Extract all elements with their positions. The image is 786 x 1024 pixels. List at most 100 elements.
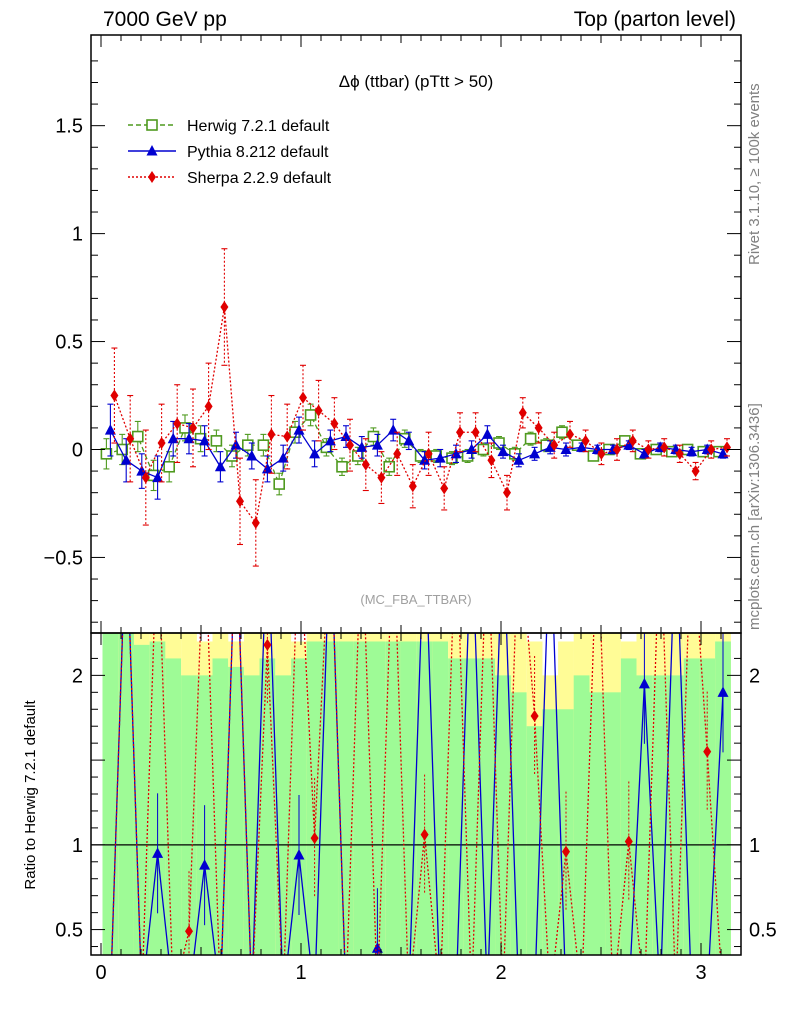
data-point — [346, 439, 354, 452]
data-point — [236, 495, 244, 508]
x-tick-label: 1 — [295, 962, 306, 984]
data-point — [132, 430, 144, 443]
ratio-y-tick-label: 0.5 — [55, 920, 83, 942]
data-point — [691, 465, 700, 478]
ratio-y-tick-label-right: 2 — [749, 665, 760, 687]
data-point — [497, 445, 509, 457]
ratio-point — [293, 849, 305, 860]
data-point — [167, 432, 179, 444]
band-inner — [636, 675, 653, 955]
data-point — [550, 439, 559, 452]
ratio-series-line — [111, 633, 724, 955]
data-point — [581, 434, 590, 447]
y-tick-label: 0.5 — [55, 332, 83, 354]
data-point — [293, 424, 305, 435]
band-inner — [165, 658, 182, 955]
legend-entry: Sherpa 2.2.9 default — [187, 170, 332, 187]
ratio-series-group — [111, 633, 729, 955]
x-tick-label: 2 — [495, 962, 506, 984]
band-inner — [353, 641, 370, 955]
band-inner — [542, 709, 559, 955]
legend-marker — [146, 145, 158, 156]
y-tick-label: 1 — [72, 224, 83, 246]
data-point — [110, 389, 119, 402]
header-process-label: 7000 GeV pp — [103, 8, 227, 31]
ratio-point — [263, 638, 272, 651]
data-point — [367, 430, 380, 443]
data-point — [481, 428, 493, 439]
data-point — [204, 400, 213, 413]
data-point — [173, 417, 182, 430]
ratio-point — [703, 745, 712, 758]
ratio-point — [530, 710, 539, 723]
data-point — [304, 409, 317, 421]
ratio-y-tick-label-right: 1 — [749, 835, 760, 857]
legend-marker — [148, 171, 156, 183]
ratio-point — [717, 686, 729, 697]
data-point — [157, 437, 166, 450]
data-point — [309, 447, 321, 459]
data-point — [257, 439, 270, 451]
data-point — [576, 441, 588, 452]
data-point — [283, 430, 292, 443]
band-inner — [589, 692, 606, 955]
data-point — [628, 434, 637, 447]
band-inner — [526, 726, 543, 955]
data-point — [408, 480, 417, 493]
data-point — [336, 460, 348, 473]
data-point — [524, 432, 537, 445]
ratio-uncertainty-bands — [91, 633, 741, 955]
ratio-point — [562, 845, 570, 858]
data-point — [377, 471, 386, 484]
ratio-y-axis-label: Ratio to Herwig 7.2.1 default — [22, 700, 39, 890]
data-point — [273, 478, 286, 490]
data-point — [675, 447, 684, 460]
data-point — [597, 447, 606, 460]
analysis-watermark: (MC_FBA_TTBAR) — [360, 592, 471, 607]
band-inner — [620, 658, 637, 955]
data-point — [361, 458, 370, 471]
data-point — [471, 426, 480, 439]
data-point — [613, 443, 621, 456]
band-inner — [322, 641, 339, 955]
data-point — [214, 460, 226, 472]
data-point — [126, 432, 135, 445]
x-tick-label: 0 — [95, 962, 106, 984]
data-point — [324, 434, 336, 446]
band-inner — [181, 675, 197, 955]
band-inner — [573, 675, 590, 955]
data-point — [723, 441, 731, 454]
ratio-point — [624, 835, 633, 848]
data-point — [116, 443, 128, 456]
data-point — [189, 421, 197, 434]
ratio-point — [185, 925, 193, 938]
band-inner — [228, 666, 244, 955]
band-inner — [102, 633, 119, 955]
data-point — [518, 406, 527, 419]
y-tick-label: −0.5 — [44, 547, 83, 569]
band-inner — [699, 658, 716, 955]
data-point — [330, 417, 339, 430]
main-series-group — [100, 248, 731, 567]
data-point — [440, 482, 449, 495]
x-tick-label: 3 — [695, 962, 706, 984]
data-point — [686, 445, 698, 457]
data-point — [529, 447, 541, 459]
ratio-y-tick-label: 1 — [72, 835, 83, 857]
band-inner — [416, 641, 433, 955]
ratio-point — [420, 828, 429, 841]
data-point — [560, 443, 572, 454]
data-point — [220, 301, 229, 314]
data-point — [320, 441, 333, 454]
data-point — [120, 454, 132, 465]
band-inner — [118, 633, 135, 955]
data-point — [556, 426, 568, 439]
data-point — [477, 443, 490, 456]
data-point — [419, 454, 431, 465]
data-point — [487, 454, 496, 467]
data-point — [513, 454, 525, 465]
ratio-point — [638, 677, 650, 689]
data-point — [210, 435, 223, 447]
data-point — [644, 443, 653, 456]
data-point — [314, 404, 323, 417]
